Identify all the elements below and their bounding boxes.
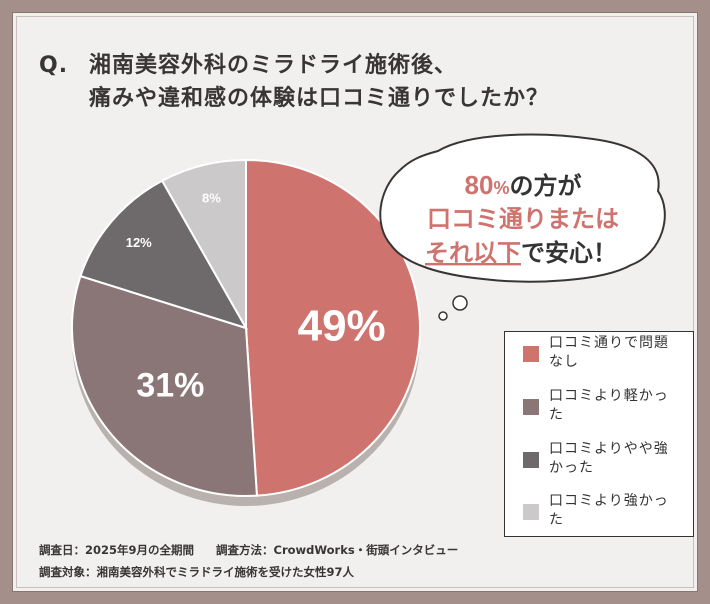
- pie-label-2: 31%: [136, 367, 204, 405]
- bubble-line-3: それ以下で安心！: [425, 239, 617, 267]
- bubble-line-2: 口コミ通りまたは: [427, 206, 619, 233]
- pie-labels: 49% 31% 12% 8%: [126, 190, 386, 404]
- question-title: Q. 湘南美容外科のミラドライ施術後、 痛みや違和感の体験は口コミ通りでしたか？: [39, 49, 549, 115]
- speech-bubble-shape: [379, 133, 666, 283]
- thought-dot-large: [452, 295, 468, 311]
- pie-slice-3: [79, 179, 249, 330]
- legend-label-1: 口コミ通りで問題なし: [549, 335, 669, 370]
- question-mark: Q.: [39, 53, 69, 78]
- survey-target: 調査対象：湘南美容外科でミラドライ施術を受けた女性97人: [39, 565, 355, 579]
- legend-label-3: 口コミよりやや強かった: [549, 441, 669, 476]
- legend-swatch-3: [523, 452, 539, 468]
- legend-item-3: 口コミよりやや強かった: [523, 440, 669, 478]
- bubble-line-1: 80%の方が: [465, 170, 582, 200]
- pie-slices: [71, 158, 421, 506]
- question-line-2: 痛みや違和感の体験は口コミ通りでしたか？: [89, 86, 550, 111]
- footer-line-2: 調査対象：湘南美容外科でミラドライ施術を受けた女性97人: [39, 564, 376, 580]
- legend-item-2: 口コミより軽かった: [523, 387, 669, 425]
- legend-label-4: 口コミより強かった: [549, 493, 669, 528]
- pie-chart: 49% 31% 12% 8% 80%の方が 口コミ通りまたは それ以下で安心！: [71, 133, 666, 506]
- survey-method: 調査方法：CrowdWorks・街頭インタビュー: [216, 543, 459, 557]
- chart-legend: 口コミ通りで問題なし 口コミより軽かった 口コミよりやや強かった 口コミより強か…: [504, 331, 694, 537]
- speech-bubble: 80%の方が 口コミ通りまたは それ以下で安心！: [379, 133, 666, 321]
- pie-label-1: 49%: [298, 301, 386, 350]
- survey-date: 調査日：2025年9月の全期間: [39, 543, 195, 557]
- legend-item-1: 口コミ通りで問題なし: [523, 334, 669, 372]
- infographic-card: Q. 湘南美容外科のミラドライ施術後、 痛みや違和感の体験は口コミ通りでしたか？ …: [12, 12, 698, 592]
- question-line-1: 湘南美容外科のミラドライ施術後、: [89, 53, 458, 78]
- pie-label-4: 8%: [202, 190, 221, 205]
- footer-line-1: 調査日：2025年9月の全期間 調査方法：CrowdWorks・街頭インタビュー: [39, 542, 480, 558]
- pie-slice-1: [245, 158, 421, 497]
- thought-dot-small: [438, 311, 448, 321]
- pie-slice-2: [71, 274, 258, 497]
- legend-swatch-1: [523, 346, 539, 362]
- legend-item-4: 口コミより強かった: [523, 492, 669, 530]
- legend-label-2: 口コミより軽かった: [549, 388, 669, 423]
- card-inner-border: [16, 16, 694, 588]
- legend-swatch-4: [523, 504, 539, 520]
- pie-label-3: 12%: [126, 235, 152, 250]
- legend-swatch-2: [523, 399, 539, 415]
- pie-slice-4: [160, 158, 247, 332]
